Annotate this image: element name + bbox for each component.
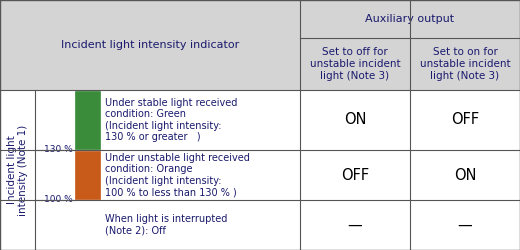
Text: Under unstable light received
condition: Orange
(Incident light intensity:
100 %: Under unstable light received condition:… xyxy=(105,152,250,198)
Bar xyxy=(0,150,35,200)
Text: OFF: OFF xyxy=(451,112,479,128)
Text: —: — xyxy=(348,218,362,232)
Bar xyxy=(300,200,410,250)
Text: ON: ON xyxy=(454,168,476,182)
Bar xyxy=(410,90,520,150)
Bar xyxy=(410,38,520,90)
Text: ON: ON xyxy=(344,112,366,128)
Text: Incident light
intensity (Note 1): Incident light intensity (Note 1) xyxy=(7,124,28,216)
Bar xyxy=(300,0,520,38)
Text: Auxiliary output: Auxiliary output xyxy=(366,14,454,24)
Text: Under stable light received
condition: Green
(Incident light intensity:
130 % or: Under stable light received condition: G… xyxy=(105,98,237,142)
Text: Incident light intensity indicator: Incident light intensity indicator xyxy=(61,40,239,50)
Text: 100 %: 100 % xyxy=(44,196,73,204)
Bar xyxy=(75,151,100,199)
Bar xyxy=(35,90,300,150)
Bar xyxy=(300,150,410,200)
Text: Set to on for
unstable incident
light (Note 3): Set to on for unstable incident light (N… xyxy=(420,48,510,80)
Bar xyxy=(0,90,35,150)
Bar xyxy=(0,200,35,250)
Bar xyxy=(75,91,100,149)
Text: 130 %: 130 % xyxy=(44,146,73,154)
Text: —: — xyxy=(458,218,472,232)
Bar xyxy=(35,150,300,200)
Bar xyxy=(410,200,520,250)
Text: OFF: OFF xyxy=(341,168,369,182)
Bar xyxy=(410,150,520,200)
Bar xyxy=(35,200,300,250)
Bar xyxy=(300,38,410,90)
Text: Set to off for
unstable incident
light (Note 3): Set to off for unstable incident light (… xyxy=(310,48,400,80)
Text: When light is interrupted
(Note 2): Off: When light is interrupted (Note 2): Off xyxy=(105,214,227,236)
Bar xyxy=(0,0,300,90)
Bar xyxy=(300,90,410,150)
